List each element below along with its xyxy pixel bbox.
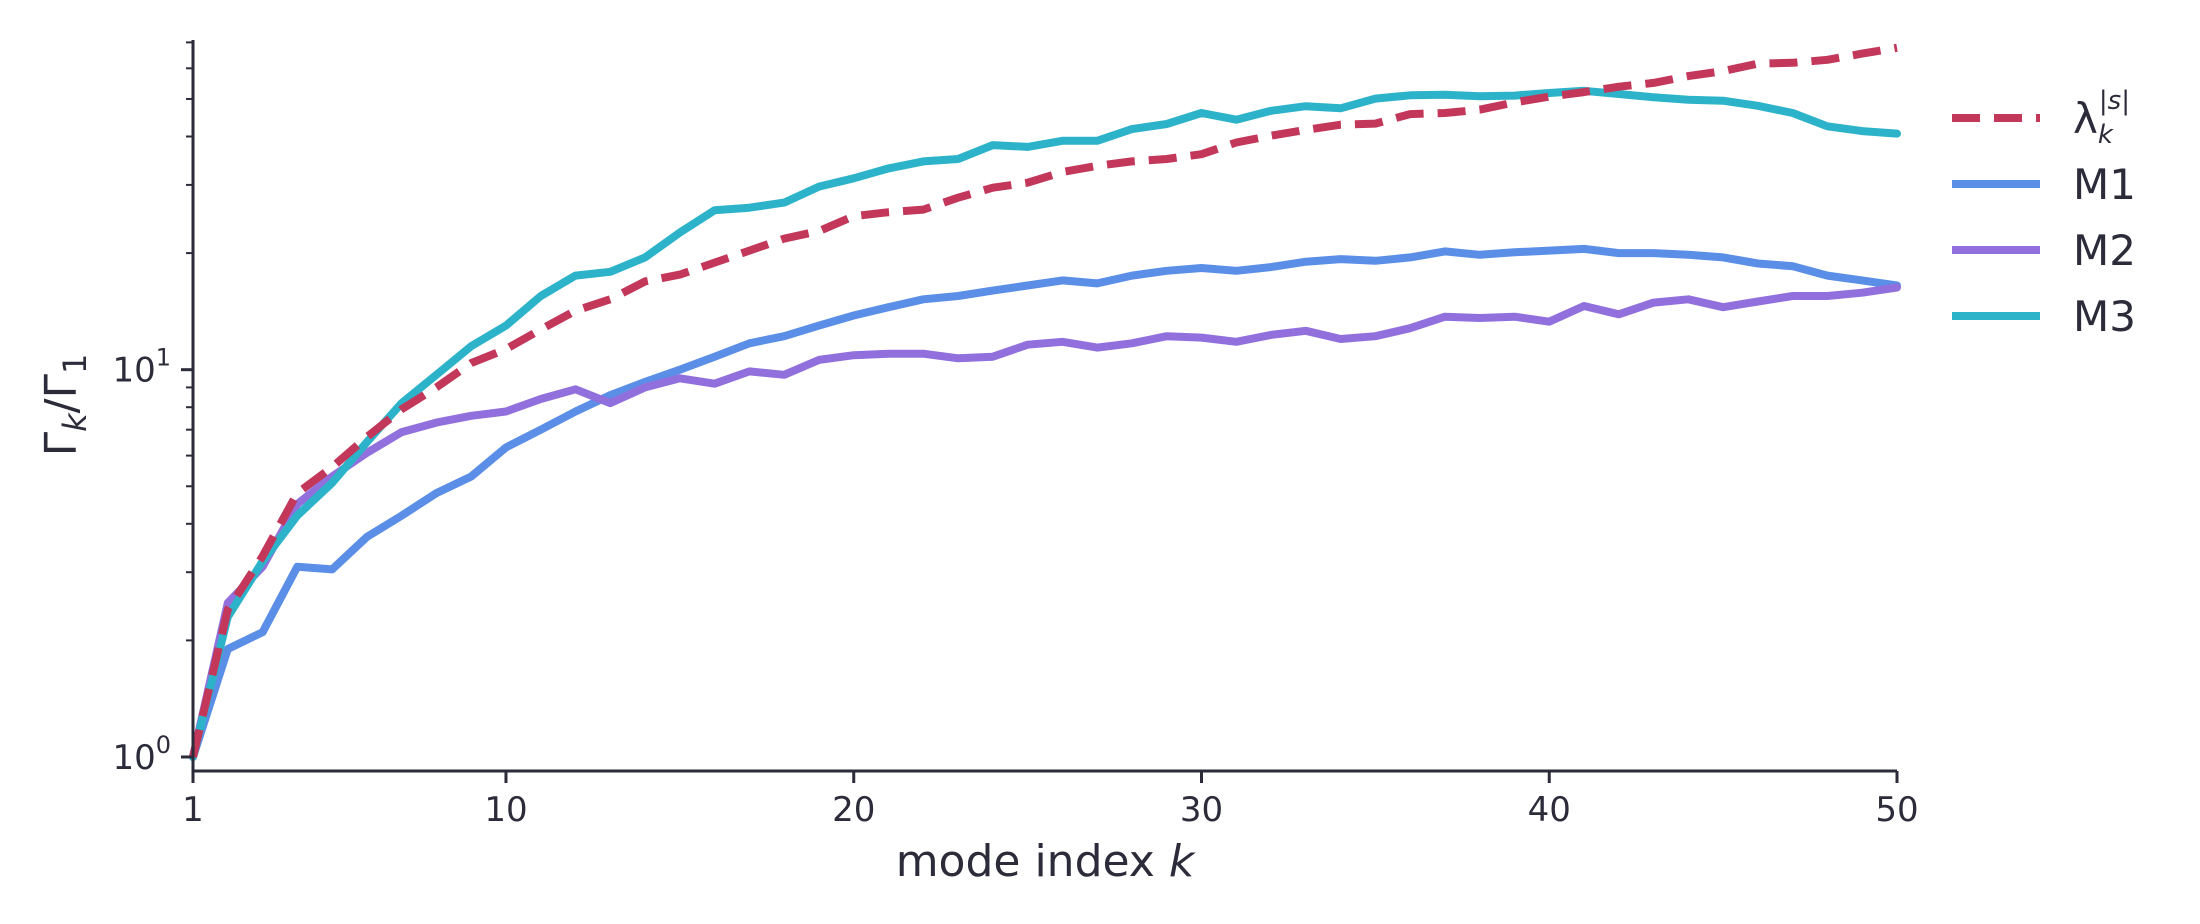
x-tick-label: 10 (484, 790, 527, 830)
legend-item: M1 (1952, 160, 2136, 209)
x-tick-label: 50 (1875, 790, 1918, 830)
legend-label: λk|s| (2073, 86, 2130, 150)
legend: λk|s| M1 M2 M3 (1952, 86, 2136, 341)
legend-item: λk|s| (1952, 86, 2130, 150)
x-tick-label: 20 (832, 790, 875, 830)
x-axis-label: mode index k (896, 836, 1196, 887)
x-ticks: 1 10 20 30 40 50 (182, 771, 1919, 830)
legend-label: M3 (2073, 292, 2136, 341)
series-line-m3 (189, 86, 1901, 761)
y-tick-label: 100 (112, 731, 171, 778)
plot-lines (189, 43, 1901, 761)
series-line-m1 (189, 244, 1901, 761)
x-tick-label: 40 (1528, 790, 1571, 830)
legend-label: M1 (2073, 160, 2136, 209)
y-axis-label: Γk/Γ1 (36, 354, 94, 457)
y-tick-label: 101 (112, 344, 171, 391)
series-line-lambda (189, 43, 1898, 758)
x-tick-label: 1 (182, 790, 204, 830)
axes: 1 10 20 30 40 50 100 101 (112, 40, 1919, 830)
legend-item: M2 (1952, 226, 2136, 275)
y-ticks: 100 101 (112, 41, 193, 778)
x-tick-label: 30 (1180, 790, 1223, 830)
series-line-m2 (189, 283, 1901, 761)
legend-label: M2 (2073, 226, 2136, 275)
legend-item: M3 (1952, 292, 2136, 341)
